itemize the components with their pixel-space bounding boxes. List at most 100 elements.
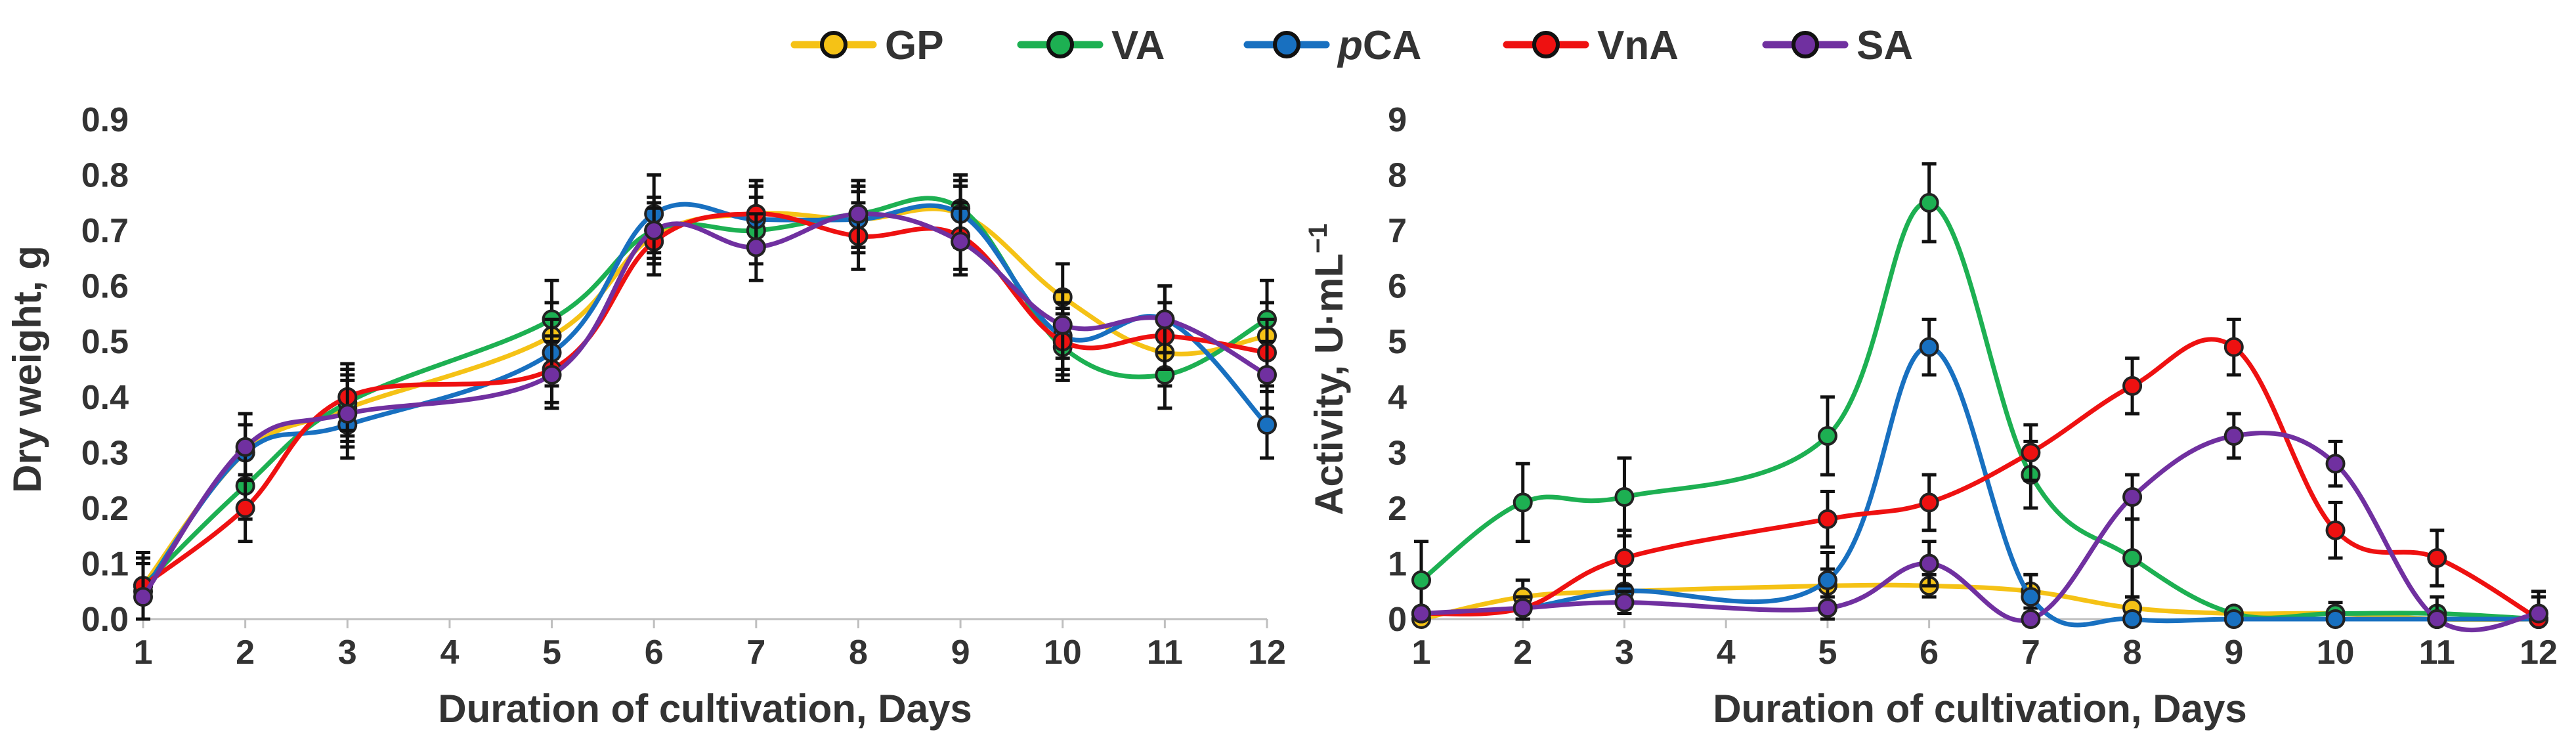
y-axis-title: Dry weight, g: [5, 246, 49, 493]
data-point: [1919, 553, 1939, 574]
legend-marker: [1046, 31, 1074, 58]
legend-label-main: VnA: [1597, 23, 1679, 68]
x-axis-title: Duration of cultivation, Days: [1713, 687, 2246, 731]
series-line: [1419, 337, 2541, 622]
data-point: [2427, 548, 2447, 568]
data-point: [2021, 609, 2041, 629]
x-tick-label: 7: [746, 634, 765, 672]
series-sa: [1411, 412, 2548, 633]
data-point: [2122, 609, 2143, 629]
data-point: [2122, 548, 2143, 568]
x-tick-label: 5: [1818, 634, 1837, 672]
y-tick-label: 6: [1388, 268, 1407, 306]
data-point: [2021, 442, 2041, 463]
y-tick-label: 0.8: [81, 157, 129, 195]
series-va: [133, 173, 1277, 621]
x-tick-label: 12: [2520, 634, 2558, 672]
data-point: [1257, 364, 1277, 385]
y-axis-title-main: Activity, U·mL: [1307, 253, 1351, 515]
y-tick-label: 0.0: [81, 601, 129, 639]
y-tick-label: 9: [1388, 101, 1407, 139]
series-vna: [133, 179, 1277, 621]
series-pca: [133, 173, 1277, 621]
y-tick-label: 1: [1388, 545, 1407, 583]
y-axis-title-sup: −1: [1304, 223, 1333, 253]
x-tick-label: 5: [542, 634, 561, 672]
y-tick-label: 0: [1388, 601, 1407, 639]
data-point: [848, 204, 869, 224]
y-tick-label: 7: [1388, 212, 1407, 250]
x-tick-label: 4: [1717, 634, 1736, 672]
x-tick-label: 2: [1513, 634, 1532, 672]
legend-label: SA: [1857, 23, 1913, 68]
data-point: [951, 232, 971, 252]
x-tick-label: 6: [1920, 634, 1939, 672]
data-point: [2325, 454, 2346, 474]
legend-label: VnA: [1597, 23, 1679, 68]
data-point: [1411, 570, 1431, 590]
y-tick-label: 0.1: [81, 545, 129, 583]
legend-label-prefix: p: [1337, 23, 1363, 68]
data-point: [1411, 603, 1431, 624]
data-point: [2223, 425, 2244, 446]
x-tick-label: 8: [849, 634, 868, 672]
legend-label-main: CA: [1363, 23, 1422, 68]
y-tick-label: 2: [1388, 490, 1407, 528]
data-point: [644, 221, 664, 241]
x-axis-title: Duration of cultivation, Days: [438, 687, 972, 731]
x-tick-label: 7: [2021, 634, 2040, 672]
data-point: [1919, 492, 1939, 513]
legend-marker: [1792, 31, 1819, 58]
data-point: [337, 404, 358, 424]
data-point: [2122, 376, 2143, 396]
x-tick-label: 6: [645, 634, 664, 672]
data-point: [2325, 609, 2346, 629]
data-point: [746, 237, 766, 257]
data-point: [2427, 609, 2447, 629]
legend-label: VA: [1111, 23, 1165, 68]
legend-marker: [1273, 31, 1300, 58]
data-point: [1817, 425, 1837, 446]
series-vna: [1411, 317, 2548, 629]
y-tick-label: 4: [1388, 379, 1407, 417]
y-tick-label: 0.2: [81, 490, 129, 528]
data-point: [1817, 570, 1837, 590]
legend-label: GP: [885, 23, 944, 68]
data-point: [2223, 337, 2244, 357]
data-point: [2021, 587, 2041, 607]
legend-label: pCA: [1337, 23, 1421, 68]
legend-label-main: GP: [885, 23, 944, 68]
legend-marker: [1532, 31, 1560, 58]
x-tick-label: 12: [1248, 634, 1286, 672]
data-point: [2223, 609, 2244, 629]
data-point: [1817, 598, 1837, 618]
legend: GP VA pCA VnA SA: [790, 23, 1913, 68]
x-tick-label: 10: [2317, 634, 2355, 672]
x-tick-label: 11: [2419, 634, 2455, 672]
data-point: [1155, 309, 1175, 330]
data-point: [235, 437, 255, 457]
data-point: [1614, 548, 1635, 568]
legend-item-va: VA: [1017, 23, 1165, 68]
y-tick-label: 0.5: [81, 323, 129, 361]
y-tick-label: 0.6: [81, 268, 129, 306]
series-line: [140, 211, 1270, 588]
series-pca: [1411, 317, 2548, 629]
legend-item-vna: VnA: [1503, 23, 1679, 68]
data-point: [1614, 486, 1635, 507]
data-point: [1919, 192, 1939, 213]
data-point: [2529, 603, 2548, 624]
dry-weight-chart: 0.00.10.20.30.40.50.60.70.80.91 2 3 4 5 6 7 8 9 1…: [5, 101, 1286, 731]
legend-item-sa: SA: [1762, 23, 1913, 68]
data-point: [1817, 509, 1837, 529]
x-tick-label: 9: [951, 634, 970, 672]
y-tick-label: 0.9: [81, 101, 129, 139]
series-va: [1411, 162, 2548, 629]
series-gp: [133, 184, 1277, 621]
series-sa: [133, 179, 1277, 621]
data-point: [542, 364, 562, 385]
x-tick-label: 2: [236, 634, 255, 672]
data-point: [1513, 492, 1533, 513]
